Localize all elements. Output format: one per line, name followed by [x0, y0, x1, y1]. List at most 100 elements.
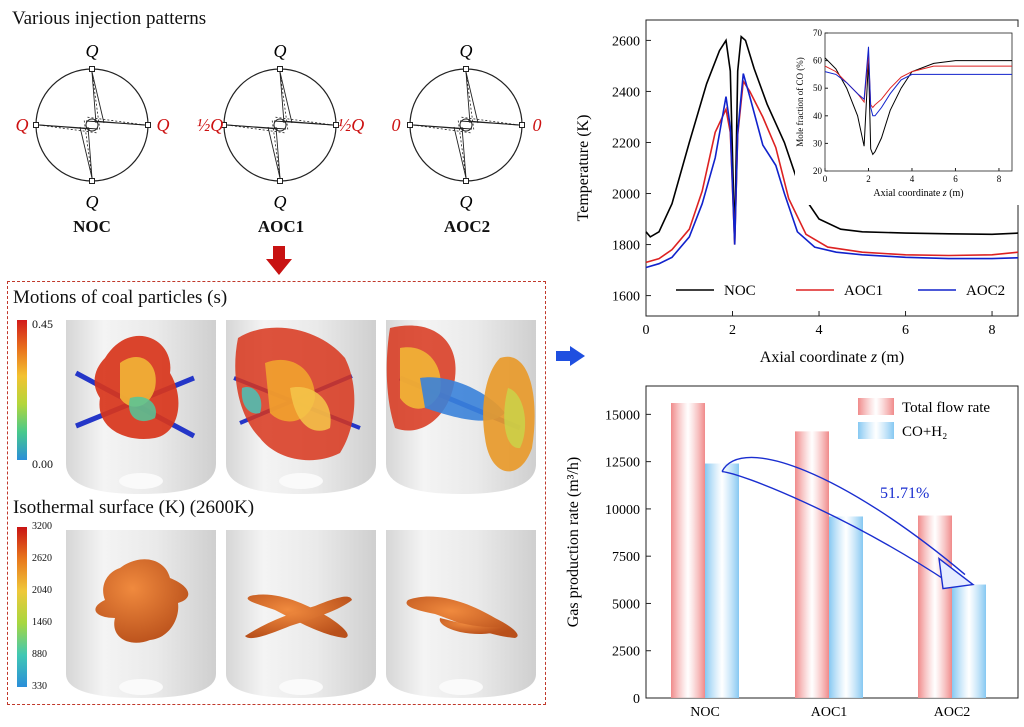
dotted-line	[459, 116, 520, 126]
jet-line	[267, 126, 281, 179]
iso-render-aoc2	[386, 530, 536, 698]
trend-arrow-lower	[721, 470, 950, 584]
label-top: Q	[274, 41, 287, 61]
nozzle	[277, 66, 283, 72]
inset-y-tick-label: 60	[813, 56, 823, 66]
dotted-line	[85, 116, 146, 126]
pattern-label-aoc1: AOC1	[257, 217, 305, 236]
inset-y-tick-label: 70	[813, 28, 823, 38]
dotted-line	[465, 71, 475, 132]
x-tick-label: 6	[902, 323, 909, 338]
inset-y-tick-label: 50	[813, 83, 823, 93]
furnace-circle	[223, 68, 337, 182]
y-tick-label: 1800	[612, 239, 640, 254]
jet-line	[453, 126, 467, 179]
iso-tick-880: 880	[32, 649, 47, 660]
inset-x-tick-label: 4	[910, 174, 915, 184]
dotted-line	[91, 71, 101, 132]
coal-scale-max: 0.45	[32, 317, 53, 331]
iso-tick-1460: 1460	[32, 617, 52, 628]
jet-line	[79, 126, 93, 179]
bar-aoc2-0	[918, 515, 952, 698]
y-tick-label: 2000	[612, 188, 640, 203]
bar-aoc1-0	[795, 431, 829, 698]
x-tick-label: 4	[816, 323, 823, 338]
dotted-line	[279, 71, 289, 132]
nozzle	[145, 122, 151, 128]
pattern-aoc1: Q Q ½Q ½Q	[197, 41, 365, 212]
dotted-line	[83, 118, 93, 179]
jet-line	[38, 124, 91, 130]
jet-line	[226, 124, 279, 130]
y-tick-label: 2500	[612, 645, 640, 660]
patterns-title: Various injection patterns	[12, 8, 207, 29]
nozzle	[333, 122, 339, 128]
inset-x-tick-label: 2	[866, 174, 871, 184]
dotted-line	[273, 116, 334, 126]
label-right: Q	[157, 115, 170, 135]
y-tick-label: 10000	[605, 503, 640, 518]
coal-title: Motions of coal particles (s)	[13, 287, 228, 308]
center-ring	[273, 118, 287, 132]
y-tick-label: 15000	[605, 408, 640, 423]
bar-aoc2-1	[952, 584, 986, 698]
center-ring	[85, 118, 99, 132]
iso-render-noc	[66, 530, 216, 698]
dotted-line	[226, 124, 287, 134]
iso-title: Isothermal surface (K) (2600K)	[13, 497, 255, 518]
jet-line	[412, 124, 465, 130]
pattern-label-noc: NOC	[73, 217, 111, 236]
inset-series-line-aoc2	[824, 46, 1012, 117]
y-tick-label: 2600	[612, 34, 640, 49]
series-line-aoc2	[645, 73, 1019, 269]
legend-label: AOC1	[844, 283, 883, 299]
down-arrow-icon	[266, 246, 292, 275]
center-ring	[459, 118, 473, 132]
label-top: Q	[86, 41, 99, 61]
jet-line	[461, 126, 467, 179]
jet-line	[279, 71, 293, 124]
iso-colorbar	[17, 527, 27, 687]
label-left: ½Q	[197, 115, 224, 135]
inset-series-line-noc	[824, 57, 1012, 156]
nozzle	[277, 178, 283, 184]
label-bottom: Q	[460, 192, 473, 212]
y-tick-label: 7500	[612, 550, 640, 565]
iso-render-aoc1	[226, 530, 376, 698]
reduction-annotation: 51.71%	[880, 485, 929, 502]
iso-tick-2620: 2620	[32, 553, 52, 564]
jet-line	[87, 126, 93, 179]
y-axis-label: Temperature (K)	[575, 115, 592, 222]
label-bottom: Q	[86, 192, 99, 212]
trend-arrow-head	[938, 556, 975, 590]
simulation-panel	[7, 281, 546, 705]
y-axis-label: Gas production rate (m³/h)	[565, 457, 582, 628]
jet-line	[91, 71, 97, 124]
legend-swatch	[858, 422, 894, 439]
legend-label: Total flow rate	[902, 400, 990, 416]
jet-line	[93, 120, 146, 126]
trend-arrow	[721, 456, 966, 576]
legend-swatch	[858, 398, 894, 415]
x-axis-label: Axial coordinate z (m)	[760, 349, 904, 366]
y-tick-label: 5000	[612, 597, 640, 612]
nozzle	[463, 66, 469, 72]
label-top: Q	[460, 41, 473, 61]
jet-line	[467, 120, 520, 126]
furnace-circle	[35, 68, 149, 182]
inset-y-tick-label: 20	[813, 166, 823, 176]
x-tick-label: 2	[729, 323, 736, 338]
inset-x-tick-label: 8	[997, 174, 1002, 184]
iso-tick-330: 330	[32, 681, 47, 692]
legend-label: AOC2	[966, 283, 1005, 299]
y-tick-label: 1600	[612, 290, 640, 305]
legend-label: NOC	[724, 283, 756, 299]
x-tick-label: AOC2	[934, 705, 971, 720]
dotted-line	[457, 118, 467, 179]
right-arrow-icon	[556, 346, 585, 366]
nozzle	[89, 66, 95, 72]
dotted-line	[271, 118, 281, 179]
inset-background	[795, 27, 1020, 205]
coal-render-aoc1	[226, 320, 376, 494]
